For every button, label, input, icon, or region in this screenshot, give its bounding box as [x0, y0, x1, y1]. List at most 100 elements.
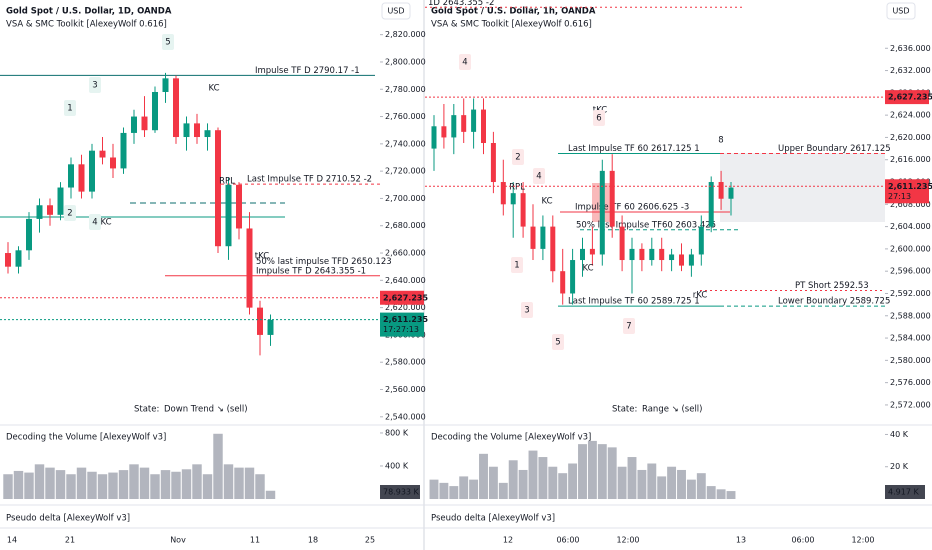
price-tick-label: 2,800.000 — [385, 57, 426, 66]
time-label: 14 — [7, 536, 17, 545]
price-tick-label: 2,572.000 — [890, 400, 931, 409]
time-label: 12 — [503, 536, 513, 545]
indicator-name: VSA & SMC Toolkit [AlexeyWolf 0.616] — [6, 20, 167, 30]
volume-bar — [55, 470, 66, 499]
level-label: 1D 2643.355 -2 — [428, 0, 494, 8]
volume-tick-label: 400 K — [385, 461, 409, 470]
volume-tick-label: 800 K — [385, 428, 409, 437]
marker-label: KC — [582, 264, 593, 274]
volume-bar — [255, 474, 265, 499]
level-label: Upper Boundary 2617.125 — [778, 144, 891, 154]
candle-body — [152, 91, 158, 131]
candle-body — [708, 182, 714, 227]
time-label: Nov — [170, 536, 186, 545]
candle-body — [204, 130, 211, 138]
candle-body — [698, 226, 704, 255]
price-tick-label: 2,620.000 — [385, 303, 426, 312]
candle-body — [560, 271, 566, 294]
candle-body — [530, 226, 536, 249]
candle-body — [718, 182, 724, 199]
state-label: State: — [612, 405, 637, 415]
price-tick-label: 2,584.000 — [890, 334, 931, 343]
marker-box — [511, 257, 523, 273]
time-label: 11 — [250, 536, 260, 545]
marker-label: 8 — [718, 136, 723, 146]
marker-box — [459, 54, 471, 70]
candle-body — [257, 307, 263, 335]
indicator-name: VSA & SMC Toolkit [AlexeyWolf 0.616] — [431, 20, 592, 30]
volume-bar — [3, 474, 13, 499]
marker-label: 4 — [92, 218, 97, 228]
price-tick-label: 2,632.000 — [890, 66, 931, 75]
marker-box — [89, 77, 101, 93]
volume-bar — [568, 463, 578, 499]
candle-body — [451, 115, 457, 138]
volume-bar — [518, 469, 528, 499]
marker-label: rKC — [693, 291, 708, 301]
volume-bar — [627, 457, 637, 499]
level-label: Last Impulse TF 60 2617.125 1 — [568, 144, 700, 154]
volume-title: Decoding the Volume [AlexeyWolf v3] — [431, 433, 591, 443]
price-tick-label: 2,636.000 — [890, 44, 931, 53]
marker-label: 4 — [462, 58, 467, 68]
price-tag-label: 2,627.235 — [888, 93, 932, 102]
time-label: 13 — [736, 536, 746, 545]
candle-body — [215, 130, 221, 247]
volume-bar — [108, 472, 118, 499]
marker-label: KC — [100, 218, 111, 228]
price-tick-label: 2,660.000 — [385, 249, 426, 258]
candle-body — [629, 248, 635, 261]
price-tag-label: 2,627.235 — [383, 293, 428, 302]
price-tag — [380, 290, 424, 305]
time-label: 12:00 — [616, 536, 639, 545]
price-tag — [380, 312, 424, 337]
candle-body — [120, 132, 127, 169]
volume-bar — [160, 470, 171, 499]
volume-bar — [192, 464, 202, 499]
marker-box — [533, 168, 545, 184]
time-label: 21 — [65, 536, 75, 545]
volume-bar — [597, 444, 607, 499]
volume-bar — [244, 467, 255, 499]
volume-bar — [118, 470, 129, 499]
candle-body — [728, 187, 734, 199]
marker-box — [162, 34, 174, 50]
volume-bar — [87, 471, 97, 499]
marker-box — [552, 334, 564, 350]
price-tag-label: 2,611.235 — [383, 315, 428, 324]
marker-box — [64, 205, 76, 221]
volume-bar — [488, 466, 498, 499]
candle-body — [471, 109, 477, 132]
level-label: 50% last impulse TFD 2650.123 — [256, 257, 392, 267]
price-tick-label: 2,580.000 — [890, 356, 931, 365]
range-box — [720, 153, 885, 222]
candle-body — [173, 78, 179, 138]
candle-body — [194, 123, 200, 138]
volume-last-box — [380, 485, 420, 499]
state-value: Range ↘ (sell) — [642, 405, 702, 415]
time-label: 06:00 — [791, 536, 814, 545]
candle-body — [500, 182, 506, 205]
volume-bar — [129, 464, 139, 499]
price-tick-label: 2,580.000 — [385, 358, 426, 367]
countdown-label: 27:13 — [888, 192, 911, 201]
marker-label: 6 — [596, 114, 601, 124]
volume-bar — [34, 464, 45, 499]
candle-body — [47, 205, 53, 215]
price-tick-label: 2,600.000 — [890, 244, 931, 253]
price-tick-label: 2,760.000 — [385, 112, 426, 121]
price-tick-label: 2,588.000 — [890, 311, 931, 320]
candle-body — [550, 226, 556, 272]
time-label: 06:00 — [556, 536, 579, 545]
candle-body — [481, 109, 486, 144]
marker-label: 3 — [92, 81, 97, 91]
candle-body — [141, 116, 148, 131]
marker-box — [64, 100, 76, 116]
candle-body — [688, 254, 694, 266]
volume-bar — [13, 470, 24, 499]
candle-body — [490, 143, 496, 183]
volume-bar — [469, 479, 479, 499]
volume-bar — [498, 482, 508, 499]
